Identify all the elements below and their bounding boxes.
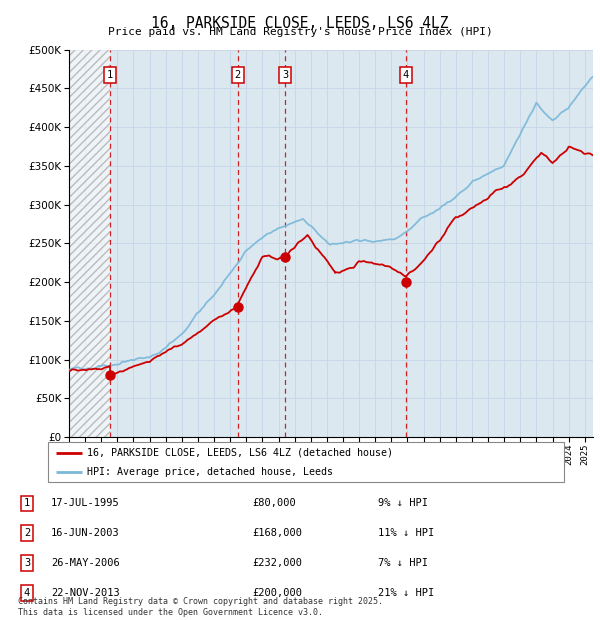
Bar <box>69 50 110 437</box>
Text: 16-JUN-2003: 16-JUN-2003 <box>51 528 120 538</box>
Text: 9% ↓ HPI: 9% ↓ HPI <box>378 498 428 508</box>
Text: 7% ↓ HPI: 7% ↓ HPI <box>378 558 428 568</box>
Text: 4: 4 <box>24 588 30 598</box>
Text: 3: 3 <box>282 70 288 80</box>
Text: HPI: Average price, detached house, Leeds: HPI: Average price, detached house, Leed… <box>86 467 332 477</box>
Text: 16, PARKSIDE CLOSE, LEEDS, LS6 4LZ: 16, PARKSIDE CLOSE, LEEDS, LS6 4LZ <box>151 16 449 30</box>
Text: 16, PARKSIDE CLOSE, LEEDS, LS6 4LZ (detached house): 16, PARKSIDE CLOSE, LEEDS, LS6 4LZ (deta… <box>86 448 392 458</box>
Text: 22-NOV-2013: 22-NOV-2013 <box>51 588 120 598</box>
Text: 11% ↓ HPI: 11% ↓ HPI <box>378 528 434 538</box>
Text: 17-JUL-1995: 17-JUL-1995 <box>51 498 120 508</box>
Text: 2: 2 <box>24 528 30 538</box>
Text: Price paid vs. HM Land Registry's House Price Index (HPI): Price paid vs. HM Land Registry's House … <box>107 27 493 37</box>
Text: 4: 4 <box>403 70 409 80</box>
Text: Contains HM Land Registry data © Crown copyright and database right 2025.
This d: Contains HM Land Registry data © Crown c… <box>18 598 383 617</box>
Text: £168,000: £168,000 <box>252 528 302 538</box>
Text: £80,000: £80,000 <box>252 498 296 508</box>
Text: 3: 3 <box>24 558 30 568</box>
Text: 1: 1 <box>107 70 113 80</box>
Text: 21% ↓ HPI: 21% ↓ HPI <box>378 588 434 598</box>
Text: 1: 1 <box>24 498 30 508</box>
Text: 2: 2 <box>235 70 241 80</box>
Bar <box>69 50 110 437</box>
Text: £200,000: £200,000 <box>252 588 302 598</box>
FancyBboxPatch shape <box>48 442 564 482</box>
Text: 26-MAY-2006: 26-MAY-2006 <box>51 558 120 568</box>
Text: £232,000: £232,000 <box>252 558 302 568</box>
